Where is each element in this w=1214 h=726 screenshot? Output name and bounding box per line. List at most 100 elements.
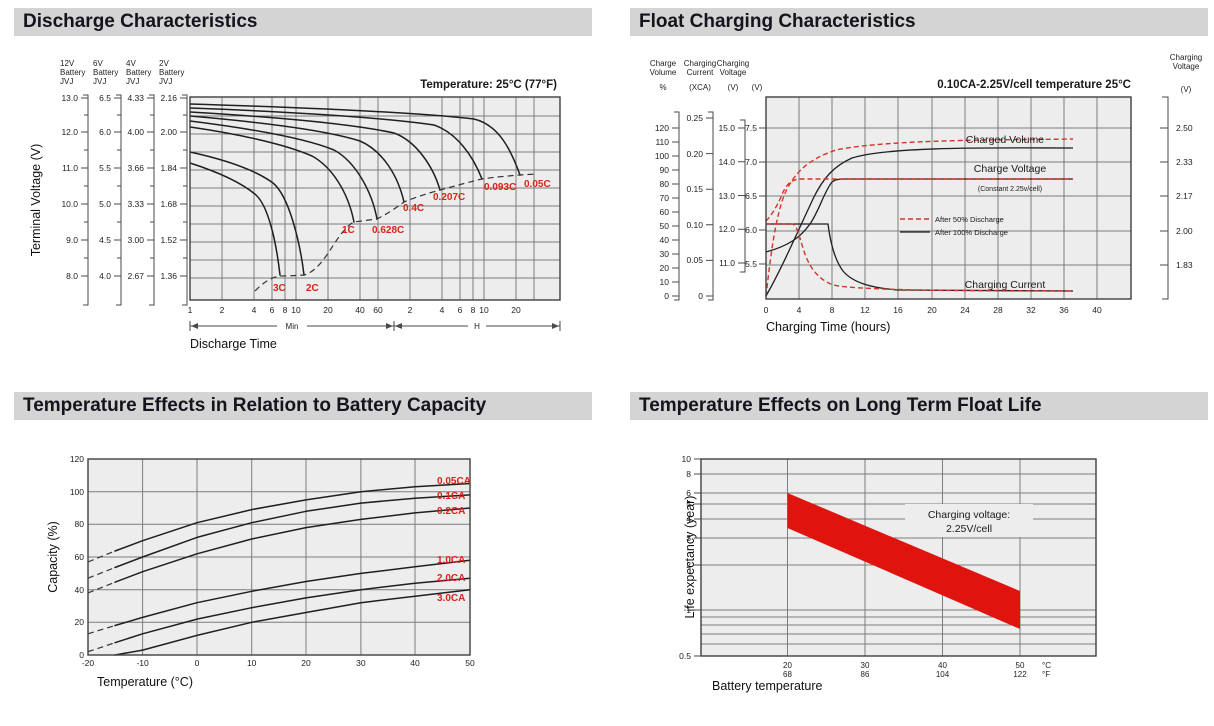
- svg-text:8: 8: [471, 305, 476, 315]
- curve-label-02ca: 0.2CA: [437, 506, 465, 517]
- range-h-label: H: [474, 322, 480, 331]
- svg-text:6.5: 6.5: [745, 191, 757, 201]
- float-life-chart: Charging voltage: 2.25V/cell 1086543210.…: [679, 454, 1097, 693]
- svg-text:20: 20: [75, 617, 85, 627]
- svg-text:7.5: 7.5: [745, 123, 757, 133]
- svg-text:8: 8: [283, 305, 288, 315]
- svg-text:Volume: Volume: [650, 68, 677, 77]
- svg-text:7.0: 7.0: [745, 157, 757, 167]
- svg-text:0: 0: [79, 650, 84, 660]
- discharge-x-ticks: 1 2 4 6 8 10 20 40 60 2 4 6 8 10 20: [188, 305, 521, 315]
- svg-text:86: 86: [861, 670, 870, 679]
- capacity-plot-border: [87, 458, 471, 656]
- svg-text:JVJ: JVJ: [159, 77, 172, 86]
- legend-after-50: After 50% Discharge: [935, 215, 1004, 224]
- float-condition-note: 0.10CA-2.25V/cell temperature 25°C: [937, 79, 1131, 91]
- svg-text:5.5: 5.5: [745, 259, 757, 269]
- capacity-x-ticks: -20 -10 0 10 20 30 40 50: [82, 658, 475, 668]
- svg-text:11.0: 11.0: [62, 163, 78, 173]
- svg-text:12.0: 12.0: [61, 127, 78, 137]
- svg-text:40: 40: [1092, 305, 1102, 315]
- svg-text:10.0: 10.0: [61, 199, 78, 209]
- curve-label-2c: 2C: [306, 283, 319, 294]
- svg-text:11.0: 11.0: [719, 258, 735, 268]
- svg-text:70: 70: [660, 193, 670, 203]
- svg-text:(V): (V): [752, 83, 763, 92]
- svg-text:2.50: 2.50: [1176, 123, 1193, 133]
- section-title-float-life: Temperature Effects on Long Term Float L…: [630, 392, 1208, 420]
- svg-text:2V: 2V: [159, 59, 169, 68]
- svg-text:1: 1: [686, 605, 691, 615]
- svg-text:20: 20: [301, 658, 311, 668]
- svg-text:4V: 4V: [126, 59, 136, 68]
- float-voltage6-ticks: 7.5 7.0 6.5 6.0 5.5: [745, 123, 757, 269]
- svg-text:10: 10: [479, 305, 489, 315]
- svg-text:Charging: Charging: [1170, 53, 1202, 62]
- svg-text:0.15: 0.15: [686, 184, 703, 194]
- svg-text:6: 6: [270, 305, 275, 315]
- floatlife-annotation: Charging voltage: 2.25V/cell: [905, 504, 1033, 537]
- svg-text:2.00: 2.00: [1176, 226, 1193, 236]
- svg-text:4: 4: [797, 305, 802, 315]
- svg-text:0: 0: [698, 291, 703, 301]
- svg-text:5: 5: [686, 499, 691, 509]
- discharge-temperature-note: Temperature: 25°C (77°F): [420, 79, 557, 91]
- svg-text:Voltage: Voltage: [1173, 62, 1200, 71]
- svg-text:4.5: 4.5: [99, 235, 111, 245]
- svg-text:6: 6: [686, 488, 691, 498]
- svg-text:104: 104: [936, 670, 950, 679]
- svg-text:10: 10: [247, 658, 257, 668]
- float-curves: [765, 138, 1074, 297]
- svg-text:3.00: 3.00: [127, 235, 144, 245]
- svg-text:30: 30: [356, 658, 366, 668]
- curve-label-20ca: 2.0CA: [437, 573, 465, 584]
- unit-fahrenheit: °F: [1042, 670, 1050, 679]
- svg-text:10: 10: [660, 277, 670, 287]
- float-plot-area: [766, 97, 1131, 299]
- label-constant-voltage: (Constant 2.25v/cell): [978, 186, 1042, 193]
- floatlife-y-ticks: 10 8 65 4 3 2 1 0.5: [679, 454, 691, 661]
- svg-text:(V): (V): [728, 83, 739, 92]
- svg-text:%: %: [659, 83, 666, 92]
- float-charging-chart: Charged Volume Charge Voltage (Constant …: [650, 53, 1203, 334]
- svg-text:40: 40: [660, 235, 670, 245]
- svg-text:120: 120: [70, 454, 84, 464]
- svg-text:6: 6: [458, 305, 463, 315]
- svg-text:9.0: 9.0: [66, 235, 78, 245]
- svg-text:40: 40: [75, 585, 85, 595]
- float-x-ticks: 0 4 8 12 16 20 24 28 32 36 40: [764, 305, 1102, 315]
- svg-text:1.84: 1.84: [160, 163, 177, 173]
- svg-text:0.25: 0.25: [686, 113, 703, 123]
- svg-text:120: 120: [655, 123, 669, 133]
- svg-text:5.5: 5.5: [99, 163, 111, 173]
- discharge-chart: 3C 2C 1C 0.628C 0.4C 0.207C 0.093C 0.05C…: [29, 59, 561, 351]
- section-title-float-charging: Float Charging Characteristics: [630, 8, 1208, 36]
- svg-text:10: 10: [682, 454, 692, 464]
- svg-text:6.0: 6.0: [745, 225, 757, 235]
- svg-text:12.0: 12.0: [718, 224, 735, 234]
- svg-text:8.0: 8.0: [66, 271, 78, 281]
- svg-text:12: 12: [860, 305, 870, 315]
- svg-text:60: 60: [660, 207, 670, 217]
- svg-text:13.0: 13.0: [718, 191, 735, 201]
- svg-text:20: 20: [660, 263, 670, 273]
- svg-text:80: 80: [660, 179, 670, 189]
- curve-label-30ca: 3.0CA: [437, 593, 465, 604]
- discharge-scale-ticks: 13.0 12.0 11.0 10.0 9.0 8.0 6.5 6.0 5.5 5.0 4.5 4.…: [61, 93, 177, 281]
- svg-text:6.5: 6.5: [99, 93, 111, 103]
- svg-text:2.17: 2.17: [1176, 191, 1193, 201]
- annotation-charging-voltage-line2: 2.25V/cell: [946, 523, 992, 535]
- discharge-grid: [190, 97, 560, 300]
- svg-text:30: 30: [861, 661, 870, 670]
- curve-label-04c: 0.4C: [403, 203, 424, 214]
- svg-text:50: 50: [465, 658, 475, 668]
- svg-text:20: 20: [783, 661, 792, 670]
- curve-label-0628c: 0.628C: [372, 225, 404, 236]
- svg-text:110: 110: [655, 137, 669, 147]
- floatlife-x-axis-title: Battery temperature: [712, 679, 823, 693]
- svg-text:1.68: 1.68: [160, 199, 177, 209]
